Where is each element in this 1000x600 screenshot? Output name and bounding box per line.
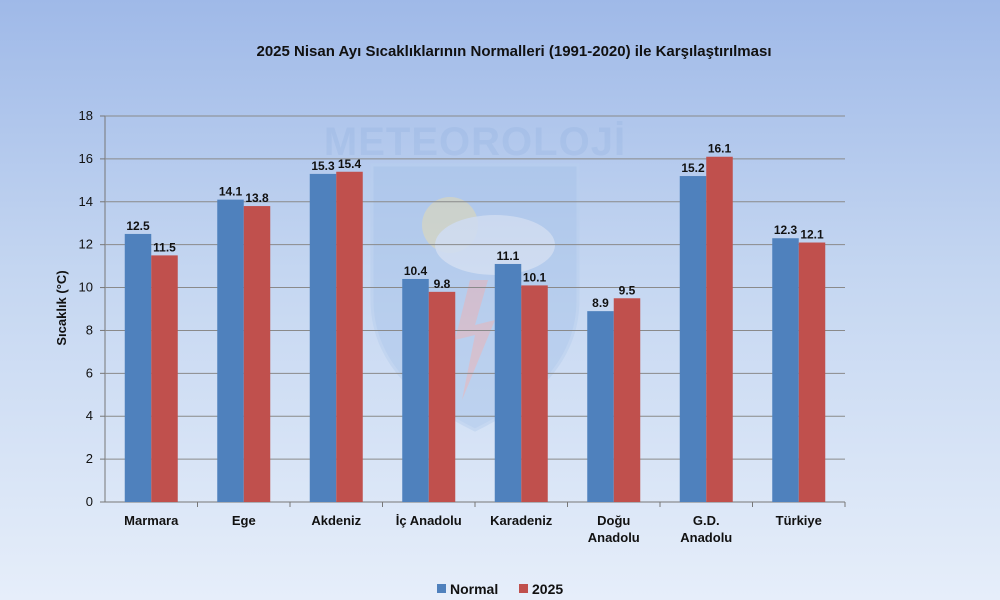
x-category-label: Akdeniz	[311, 513, 361, 528]
legend-swatch-2025	[519, 584, 528, 593]
sun-icon	[422, 197, 478, 253]
y-tick-label: 6	[86, 365, 93, 380]
bar-2025-4	[428, 291, 456, 502]
bar-2025-6	[613, 298, 641, 502]
x-category-label: Türkiye	[776, 513, 822, 528]
bar-normal-3	[309, 173, 337, 502]
data-label: 15.2	[681, 161, 705, 175]
bar-2025-8	[798, 242, 826, 502]
legend-swatch-normal	[437, 584, 446, 593]
legend-label: Normal	[450, 581, 498, 597]
x-category-label: G.D.	[693, 513, 720, 528]
bar-2025-3	[336, 171, 363, 502]
x-category-label: İç Anadolu	[396, 513, 462, 528]
x-category-label: Anadolu	[588, 530, 640, 545]
y-tick-label: 2	[86, 451, 93, 466]
y-tick-label: 12	[79, 237, 93, 252]
x-category-label: Ege	[232, 513, 256, 528]
legend-label: 2025	[532, 581, 563, 597]
x-category-label: Karadeniz	[490, 513, 553, 528]
data-label: 14.1	[219, 185, 243, 199]
data-label: 16.1	[708, 142, 732, 156]
y-tick-label: 18	[79, 108, 93, 123]
data-label: 12.1	[800, 228, 824, 242]
bar-2025-5	[521, 285, 548, 502]
bar-normal-7	[679, 176, 707, 503]
y-tick-label: 8	[86, 322, 93, 337]
bar-normal-5	[494, 263, 522, 502]
data-label: 9.8	[434, 277, 451, 291]
bar-normal-6	[587, 311, 614, 502]
bar-normal-4	[402, 278, 429, 502]
y-tick-label: 14	[79, 194, 93, 209]
watermark-logo: METEOROLOJİ	[324, 120, 626, 432]
bar-normal-8	[772, 238, 799, 502]
data-label: 10.4	[404, 264, 428, 278]
legend: Normal 2025	[437, 581, 563, 597]
data-label: 12.5	[126, 219, 150, 233]
y-tick-label: 4	[86, 408, 93, 423]
data-label: 15.4	[338, 157, 362, 171]
bar-normal-1	[124, 233, 152, 502]
x-category-label: Anadolu	[680, 530, 732, 545]
data-label: 15.3	[311, 159, 335, 173]
data-label: 11.5	[153, 240, 176, 254]
watermark-text: METEOROLOJİ	[324, 120, 626, 164]
bar-2025-1	[151, 255, 178, 502]
data-label: 10.1	[523, 270, 547, 284]
y-axis-title: Sıcaklık (°C)	[54, 270, 69, 345]
y-tick-label: 0	[86, 494, 93, 509]
data-label: 8.9	[592, 296, 609, 310]
x-category-label: Doğu	[597, 513, 630, 528]
bar-normal-2	[217, 199, 244, 502]
data-label: 11.1	[497, 249, 520, 263]
x-category-label: Marmara	[124, 513, 179, 528]
data-label: 9.5	[619, 283, 636, 297]
y-tick-label: 10	[79, 280, 93, 295]
y-tick-label: 16	[79, 151, 93, 166]
lightning-icon	[455, 280, 495, 400]
chart-title: 2025 Nisan Ayı Sıcaklıklarının Normaller…	[257, 43, 772, 60]
bar-2025-7	[706, 156, 733, 502]
data-label: 13.8	[245, 191, 269, 205]
data-label: 12.3	[774, 223, 798, 237]
bar-2025-2	[243, 206, 271, 503]
